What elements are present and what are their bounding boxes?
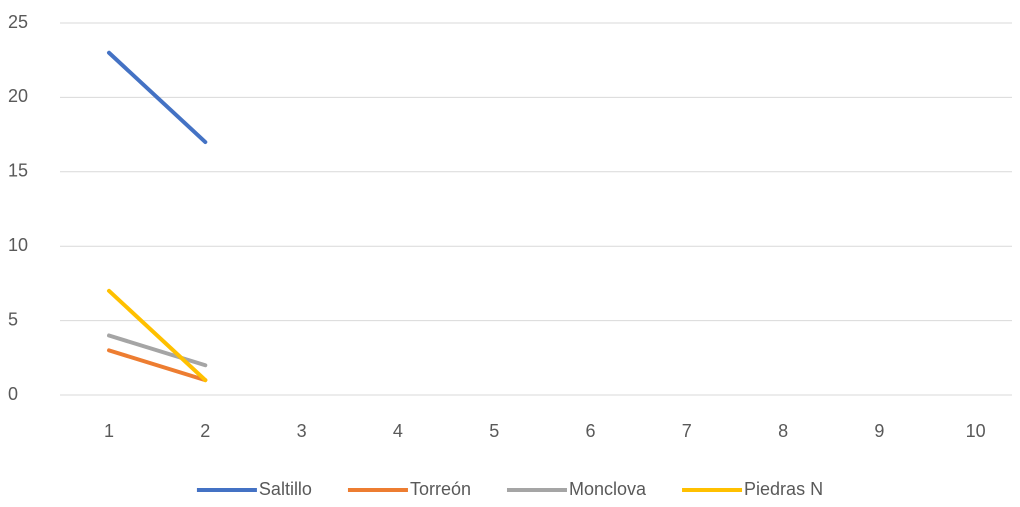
- series-line: [107, 333, 208, 368]
- y-tick-label: 25: [8, 12, 28, 32]
- y-tick-label: 15: [8, 161, 28, 181]
- series-line: [107, 50, 208, 145]
- y-tick-label: 5: [8, 309, 18, 329]
- legend-label: Saltillo: [259, 479, 312, 499]
- x-tick-label: 1: [104, 421, 114, 441]
- legend-label: Torreón: [410, 479, 471, 499]
- x-tick-label: 2: [200, 421, 210, 441]
- x-tick-label: 8: [778, 421, 788, 441]
- x-tick-label: 4: [393, 421, 403, 441]
- x-tick-label: 7: [682, 421, 692, 441]
- legend-label: Monclova: [569, 479, 647, 499]
- x-tick-label: 5: [489, 421, 499, 441]
- x-tick-label: 10: [966, 421, 986, 441]
- y-tick-label: 0: [8, 384, 18, 404]
- y-tick-label: 10: [8, 235, 28, 255]
- y-tick-label: 20: [8, 86, 28, 106]
- x-tick-label: 9: [874, 421, 884, 441]
- x-tick-label: 3: [297, 421, 307, 441]
- series-line: [107, 348, 208, 383]
- x-tick-label: 6: [585, 421, 595, 441]
- series-line: [107, 288, 208, 383]
- legend-label: Piedras N: [744, 479, 823, 499]
